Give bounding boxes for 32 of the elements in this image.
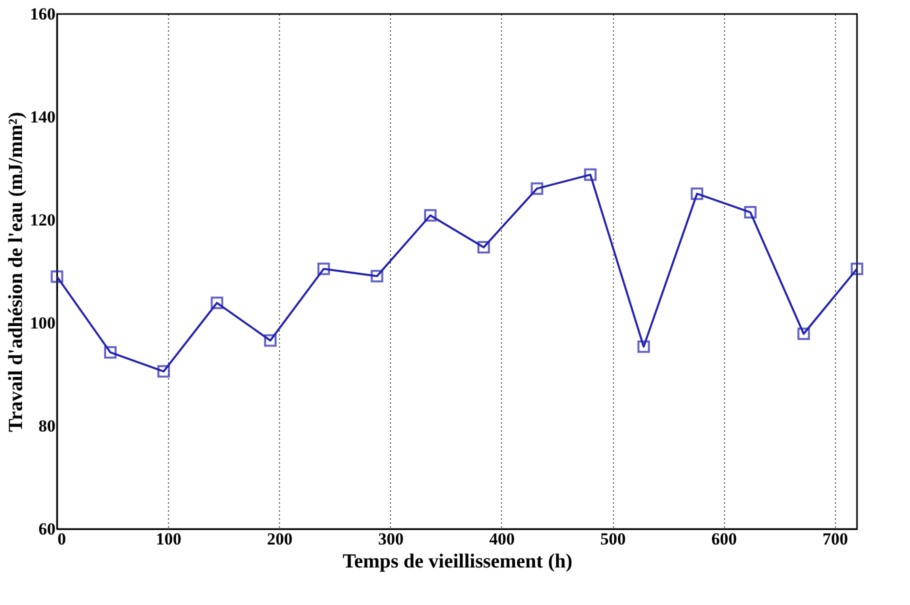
point xyxy=(50,270,64,283)
x-tick-label: 600 xyxy=(711,530,737,548)
x-tick-label: 300 xyxy=(378,530,404,548)
point xyxy=(317,262,330,276)
y-tick-label: 120 xyxy=(30,210,56,230)
point xyxy=(637,340,650,353)
point xyxy=(370,270,384,282)
point xyxy=(264,334,277,347)
x-tick-label: 100 xyxy=(156,530,182,548)
y-tick-label: 80 xyxy=(38,416,56,436)
point xyxy=(690,187,704,200)
point xyxy=(850,262,864,276)
x-tick-label: 500 xyxy=(600,530,626,548)
point xyxy=(744,206,757,219)
y-tick-label: 160 xyxy=(30,4,56,24)
point xyxy=(104,346,117,359)
x-tick-label: 700 xyxy=(822,530,848,548)
y-tick-label: 140 xyxy=(30,108,56,126)
x-tick-label: 0 xyxy=(58,530,66,548)
point xyxy=(797,328,810,340)
x-tick-label: 400 xyxy=(489,530,515,548)
x-tick-label: 200 xyxy=(266,530,292,548)
y-tick-label: 100 xyxy=(30,314,56,332)
point xyxy=(584,168,597,181)
y-axis-title: Travail d'adhésion de l'eau (mJ/mm²) xyxy=(5,112,27,432)
point xyxy=(210,296,224,310)
point xyxy=(530,182,544,195)
point xyxy=(157,365,170,378)
x-axis-title: Temps de vieillissement (h) xyxy=(342,550,572,572)
point xyxy=(424,209,437,222)
y-tick-label: 60 xyxy=(38,520,56,538)
point xyxy=(477,241,490,254)
